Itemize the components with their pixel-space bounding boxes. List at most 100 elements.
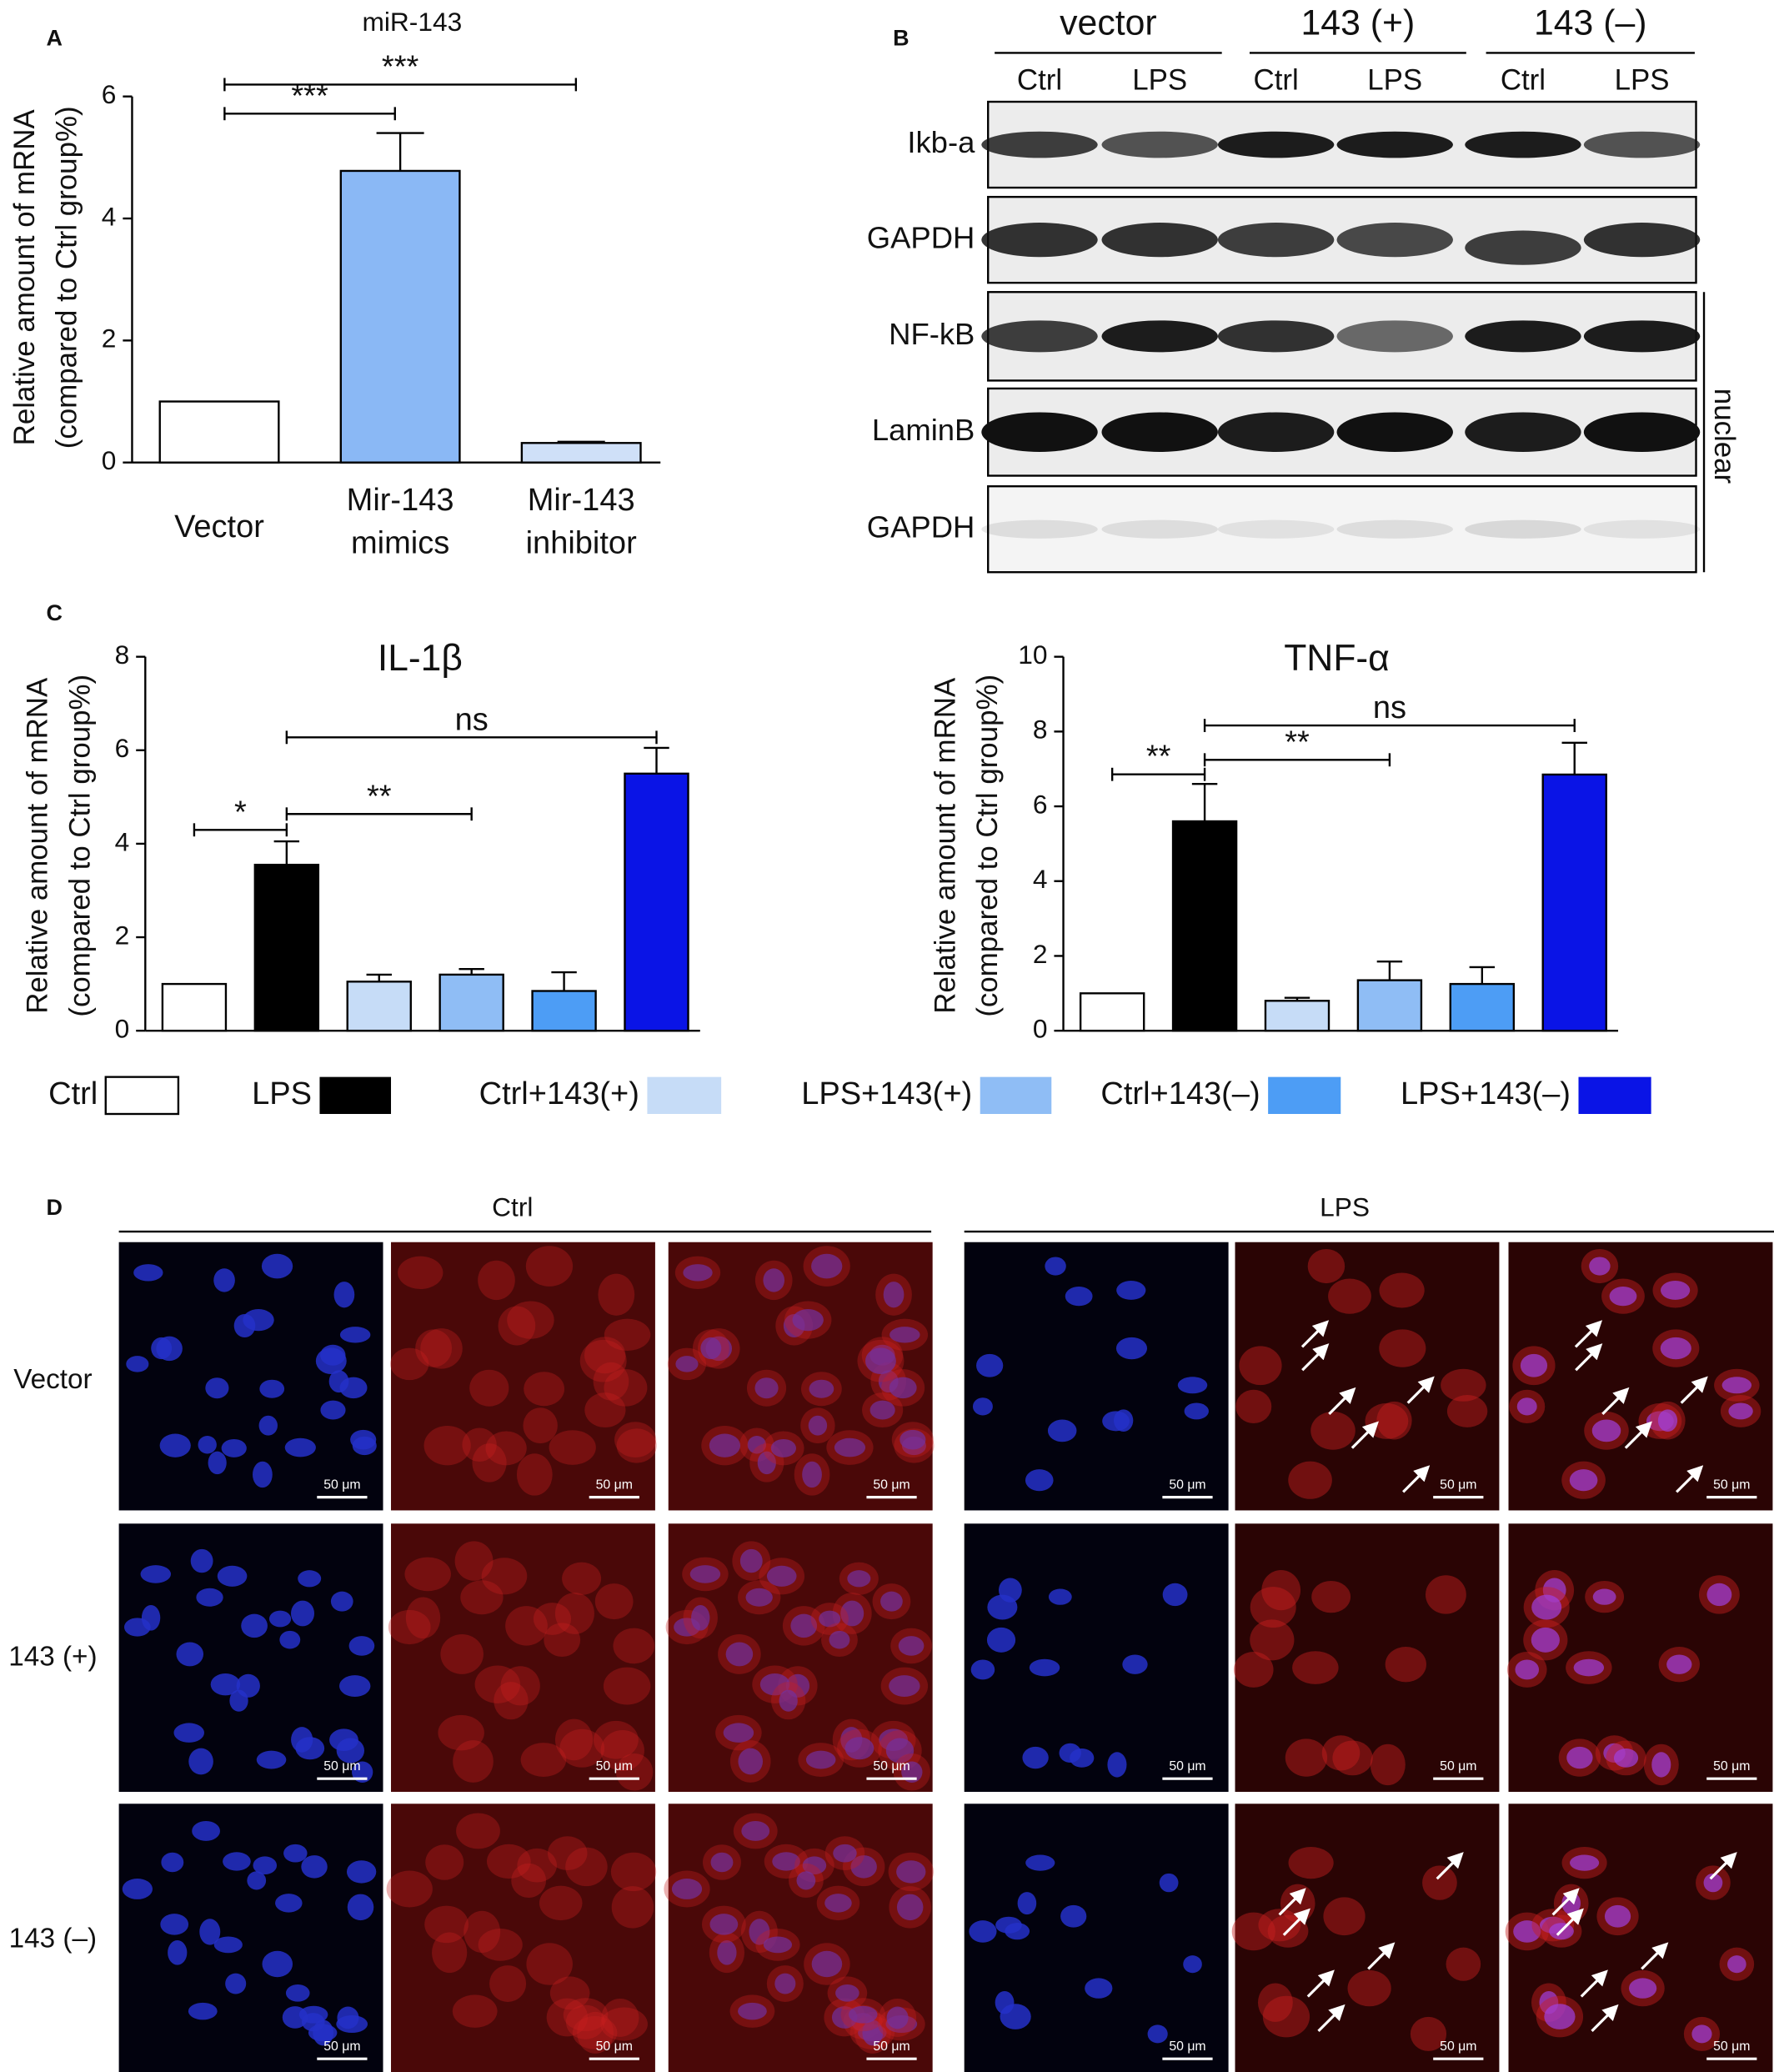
bar	[520, 442, 642, 464]
arrow	[1575, 1343, 1603, 1372]
cell-cytoplasm	[425, 1844, 464, 1880]
micrograph: 50 μm	[964, 1804, 1229, 2072]
cell-cytoplasm	[1257, 1983, 1293, 2022]
cell-cytoplasm	[478, 1260, 515, 1301]
cell-cytoplasm	[423, 1426, 471, 1466]
y-tick-label: 2	[102, 324, 117, 354]
nucleus	[970, 1659, 995, 1680]
nucleus	[151, 1337, 173, 1360]
cell-cytoplasm	[1422, 1865, 1457, 1900]
blot-band	[1336, 131, 1453, 158]
cell-cytoplasm	[615, 1753, 654, 1791]
arrow	[1624, 1421, 1652, 1449]
row-label: Vector	[13, 1364, 92, 1395]
blot-band	[1465, 519, 1581, 539]
nucleus-merged	[809, 1379, 834, 1398]
blot-band	[1583, 412, 1701, 453]
micrograph-bg	[1235, 1242, 1500, 1511]
significance-label: *	[234, 795, 247, 830]
nucleus	[339, 1327, 371, 1343]
nucleus-merged	[849, 2005, 878, 2024]
y-tick-label: 2	[1033, 939, 1048, 969]
y-tick-label: 4	[1033, 864, 1048, 894]
chart-title: IL-1β	[378, 638, 463, 679]
micrograph-bg	[1508, 1523, 1773, 1793]
nucleus	[161, 1852, 184, 1873]
micrograph-bg	[964, 1242, 1229, 1511]
nucleus-merged	[683, 1264, 713, 1282]
bar	[1079, 992, 1145, 1032]
micrograph: 50 μm	[118, 1523, 383, 1793]
y-tick-label: 2	[115, 920, 130, 950]
significance-label: **	[367, 779, 392, 814]
cell-cytoplasm	[565, 2004, 605, 2039]
y-axis-label: Relative amount of mRNA	[929, 677, 961, 1014]
nucleus-merged	[850, 1855, 877, 1879]
nucleus-merged	[1569, 1469, 1598, 1492]
y-tick-label: 0	[115, 1014, 130, 1044]
cell-cytoplasm	[563, 1998, 609, 2032]
nucleus-merged	[763, 1936, 793, 1954]
nucleus-merged	[749, 1919, 770, 1945]
lane-label: LPS	[1367, 63, 1422, 96]
blot-band	[981, 412, 1098, 453]
cell-cytoplasm	[1323, 1897, 1366, 1936]
arrow	[1282, 1908, 1310, 1936]
y-tick-label: 4	[115, 826, 130, 856]
nucleus	[346, 1860, 377, 1884]
blot-frame	[987, 485, 1697, 574]
arrow	[1367, 1942, 1396, 1970]
legend-label: Ctrl+143(+)	[479, 1076, 639, 1111]
lane-label: LPS	[1132, 63, 1187, 96]
nucleus	[1177, 1377, 1208, 1394]
cell-cytoplasm	[1441, 1368, 1486, 1402]
lane-label: Ctrl	[1254, 63, 1299, 96]
nucleus-merged	[671, 1879, 703, 1899]
cell-cytoplasm	[1288, 1461, 1332, 1499]
nucleus-merged	[1629, 1978, 1657, 1999]
micrograph-bg	[391, 1242, 655, 1511]
blot-band	[1101, 519, 1218, 539]
cell-cytoplasm	[1425, 1575, 1466, 1614]
nucleus-merged	[835, 1984, 859, 2002]
nucleus	[1070, 1748, 1095, 1768]
cell-cytoplasm	[489, 1965, 527, 2002]
blot-band	[1101, 223, 1218, 258]
nucleus	[320, 1400, 346, 1420]
cell-cytoplasm	[577, 2011, 614, 2054]
y-tick-label: 8	[115, 640, 130, 670]
blot-row-label: NF-kB	[889, 317, 975, 351]
nucleus-merged	[1592, 1588, 1616, 1605]
arrow	[1641, 1942, 1669, 1970]
nucleus	[301, 1855, 328, 1879]
cell-cytoplasm	[533, 1603, 572, 1635]
cell-cytoplasm	[486, 1844, 531, 1879]
nucleus-merged	[833, 1844, 857, 1863]
cell-cytoplasm	[520, 1743, 567, 1777]
cell-cytoplasm	[1321, 1735, 1361, 1771]
nucleus	[987, 1594, 1018, 1620]
nucleus	[1122, 1654, 1148, 1674]
legend-label: LPS+143(+)	[801, 1076, 972, 1111]
lane-label: Ctrl	[1017, 63, 1062, 96]
micrograph: 50 μm	[118, 1242, 383, 1511]
nucleus-merged	[805, 1750, 836, 1769]
scale-bar-label: 50 μm	[596, 1478, 633, 1493]
bar	[339, 169, 461, 464]
cell-cytoplasm	[1261, 1570, 1301, 1611]
cell-cytoplasm	[1258, 1909, 1301, 1942]
nucleus	[283, 1844, 308, 1863]
cell-cytoplasm	[438, 1714, 484, 1751]
nucleus	[258, 1415, 278, 1436]
nucleus	[298, 2005, 328, 2024]
cell-cytoplasm	[562, 1562, 602, 1595]
cell-cytoplasm	[398, 1256, 444, 1290]
nucleus-merged	[717, 1940, 737, 1965]
nucleus	[268, 1610, 292, 1628]
nucleus	[285, 1984, 310, 2002]
blot-band	[1336, 412, 1453, 453]
x-tick-label: Mir-143 mimics	[347, 483, 454, 560]
blot-band	[981, 320, 1098, 353]
scale-bar-label: 50 μm	[873, 1478, 910, 1493]
cell-cytoplasm	[549, 1976, 590, 2010]
